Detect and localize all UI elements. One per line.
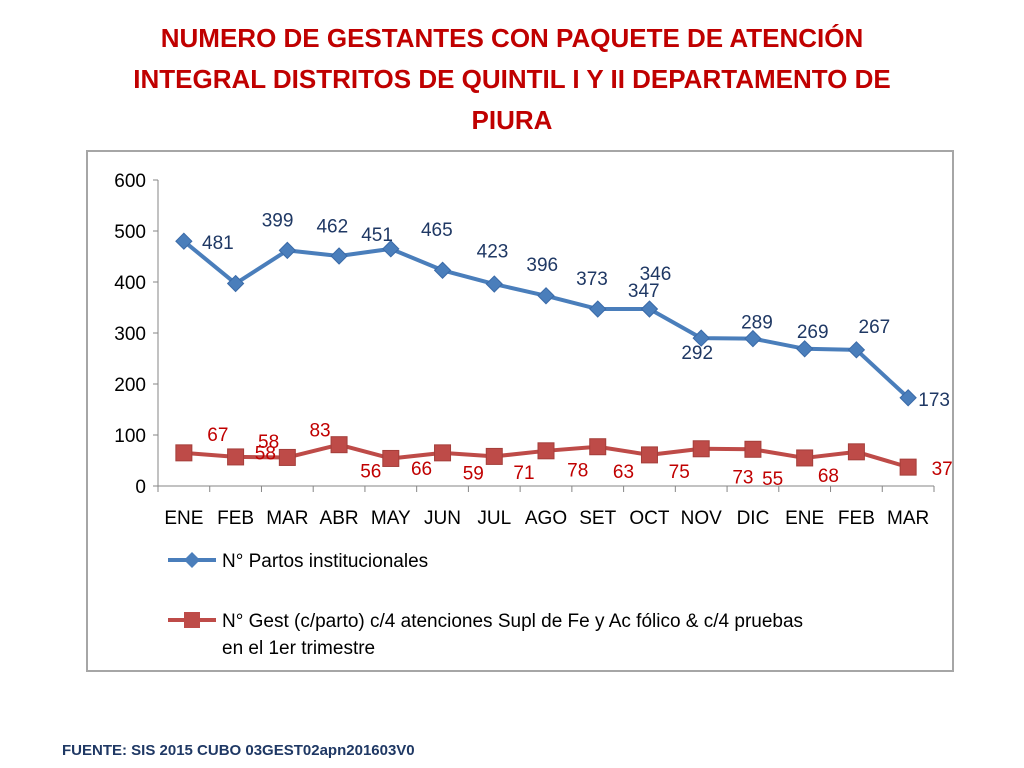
series-0-data-label: 373 xyxy=(576,269,608,290)
series-0-data-label: 267 xyxy=(859,317,891,338)
series-1-data-label: 83 xyxy=(309,421,330,442)
series-0-data-label: 346 xyxy=(640,264,672,285)
legend-label-partos: N° Partos institucionales xyxy=(222,551,428,572)
series-0-point xyxy=(640,300,659,318)
x-tick-label: FEB xyxy=(217,508,254,529)
series-0-point xyxy=(537,287,555,305)
series-0-point xyxy=(899,389,917,407)
series-0-data-label: 399 xyxy=(262,211,294,232)
x-tick-label: DIC xyxy=(737,508,770,529)
series-1-point xyxy=(537,442,555,460)
series-0-point xyxy=(589,300,607,318)
x-tick-label: ENE xyxy=(164,508,203,529)
series-0-point xyxy=(847,341,866,359)
series-1-data-label: 55 xyxy=(762,469,783,490)
series-0-data-label: 269 xyxy=(797,322,829,343)
series-0-point xyxy=(433,261,452,279)
series-0-data-label: 292 xyxy=(681,343,713,364)
series-1-point xyxy=(692,440,710,458)
series-0-point xyxy=(692,329,710,347)
y-tick-label: 100 xyxy=(114,426,146,447)
series-1-point xyxy=(278,448,296,466)
y-tick-label: 200 xyxy=(114,375,146,396)
series-0-point xyxy=(744,329,762,348)
series-1-point xyxy=(434,444,452,462)
x-tick-label: OCT xyxy=(629,508,670,529)
x-tick-label: MAR xyxy=(266,508,308,529)
series-0-point xyxy=(278,241,297,260)
x-tick-label: JUL xyxy=(477,508,511,529)
x-tick-label: AGO xyxy=(525,508,567,529)
series-0-data-label: 173 xyxy=(918,390,950,411)
series-1-data-label: 67 xyxy=(207,425,228,446)
series-0-point xyxy=(485,275,503,293)
legend-label-gestantes-line-1: N° Gest (c/parto) c/4 atenciones Supl de… xyxy=(222,611,803,632)
y-tick-label: 0 xyxy=(135,477,146,498)
series-1-data-label: 66 xyxy=(411,459,432,480)
series-0-point xyxy=(226,274,245,293)
x-tick-label: FEB xyxy=(838,508,875,529)
series-0-data-label: 289 xyxy=(741,313,773,334)
series-1-data-label: 58 xyxy=(255,443,276,464)
x-tick-label: MAY xyxy=(371,508,411,529)
x-tick-label: NOV xyxy=(681,508,723,529)
y-tick-label: 400 xyxy=(114,273,146,294)
series-1-data-label: 78 xyxy=(567,461,588,482)
series-1-point xyxy=(330,436,348,454)
series-0-data-label: 396 xyxy=(526,255,558,276)
x-tick-label: MAR xyxy=(887,508,929,529)
series-0-data-label: 481 xyxy=(202,233,234,254)
series-1-point xyxy=(744,440,762,458)
series-1-point xyxy=(847,443,865,461)
x-tick-label: ENE xyxy=(785,508,824,529)
series-0-point xyxy=(175,232,193,250)
series-0-data-label: 451 xyxy=(361,225,393,246)
series-1-data-label: 37 xyxy=(932,459,952,480)
series-1-point xyxy=(589,438,607,456)
series-1-point xyxy=(485,447,503,465)
x-tick-label: JUN xyxy=(424,508,461,529)
series-0-data-label: 465 xyxy=(421,220,453,241)
series-1-point xyxy=(227,448,245,466)
series-1-point xyxy=(899,458,917,476)
y-tick-label: 600 xyxy=(114,171,146,192)
series-0-point xyxy=(795,340,814,358)
y-tick-label: 300 xyxy=(114,324,146,345)
title-line-2: INTEGRAL DISTRITOS DE QUINTIL I Y II DEP… xyxy=(133,64,891,94)
x-tick-label: SET xyxy=(579,508,616,529)
series-1-data-label: 75 xyxy=(669,462,690,483)
series-0-point xyxy=(330,247,348,265)
source-note: FUENTE: SIS 2015 CUBO 03GEST02apn201603V… xyxy=(62,742,415,759)
series-1-point xyxy=(382,449,400,467)
axes-group: 0 100 200 300 400 500 600 ENE FEB MAR ABR MAY JUN JUL… xyxy=(114,171,935,529)
series-1-point xyxy=(796,449,814,467)
legend-marker-partos xyxy=(184,552,200,568)
series-0-data-label: 462 xyxy=(316,216,348,237)
series-group xyxy=(175,232,917,476)
series-0-data-label: 423 xyxy=(477,241,509,262)
title-line-3: PIURA xyxy=(471,105,553,135)
series-1-data-label: 68 xyxy=(818,466,839,487)
series-1-data-label: 71 xyxy=(513,463,534,484)
chart-frame: 0 100 200 300 400 500 600 ENE FEB MAR ABR MAY JUN JUL… xyxy=(86,150,954,672)
title-line-1: NUMERO DE GESTANTES CON PAQUETE DE ATENC… xyxy=(160,23,864,53)
legend: N° Partos institucionales N° Gest (c/part… xyxy=(168,551,803,659)
series-1-data-label: 63 xyxy=(613,462,634,483)
series-0-point xyxy=(382,240,400,258)
series-1-data-label: 58 xyxy=(258,432,279,453)
line-chart: 0 100 200 300 400 500 600 ENE FEB MAR ABR MAY JUN JUL… xyxy=(114,171,952,659)
y-tick-label: 500 xyxy=(114,222,146,243)
legend-marker-gestantes xyxy=(184,612,200,628)
series-1-point xyxy=(640,446,658,464)
series-0-data-label: 347 xyxy=(628,281,660,302)
series-1-data-label: 56 xyxy=(360,461,381,482)
x-tick-label: ABR xyxy=(320,508,359,529)
series-1-point xyxy=(175,444,193,462)
legend-label-gestantes-line-2: en el 1er trimestre xyxy=(222,638,375,659)
series-1-data-label: 73 xyxy=(732,467,753,488)
series-1-data-label: 59 xyxy=(463,463,484,484)
chart-title: NUMERO DE GESTANTES CON PAQUETE DE ATENC… xyxy=(60,18,964,141)
